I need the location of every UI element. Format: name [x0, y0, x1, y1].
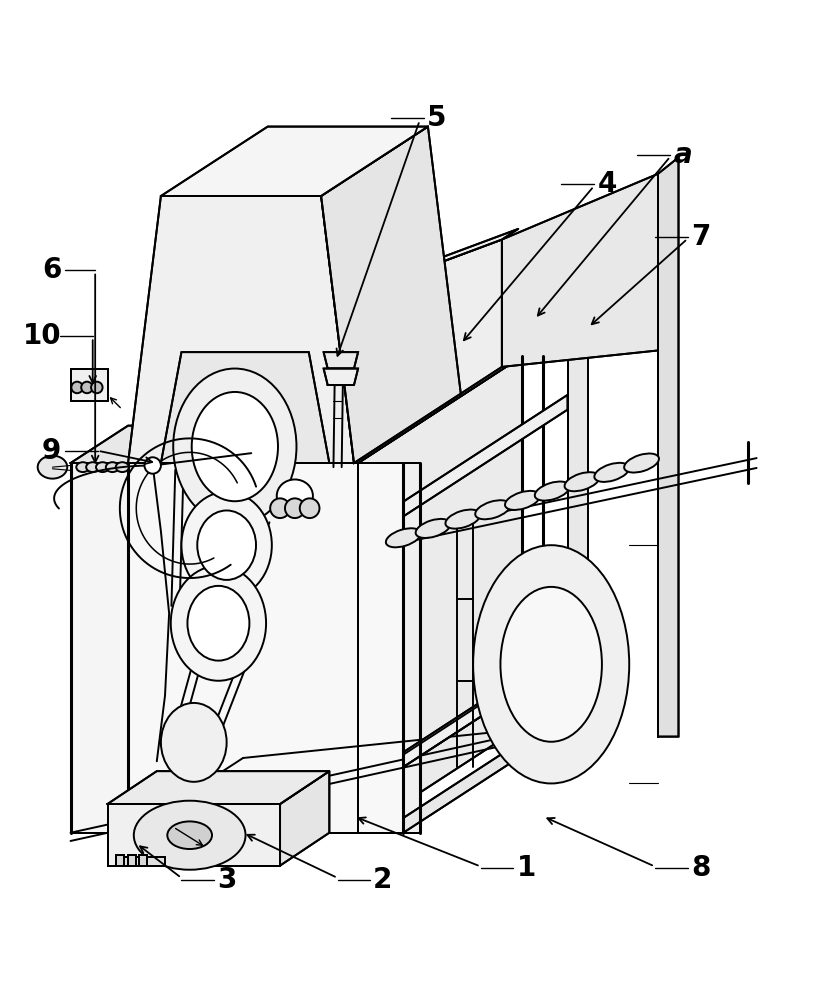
Polygon shape: [139, 855, 147, 866]
Ellipse shape: [386, 528, 421, 547]
Text: 3: 3: [217, 866, 236, 894]
Polygon shape: [658, 157, 678, 737]
Ellipse shape: [475, 500, 510, 519]
Polygon shape: [354, 229, 518, 295]
Polygon shape: [128, 356, 523, 463]
Ellipse shape: [72, 382, 83, 393]
Ellipse shape: [285, 498, 305, 518]
Polygon shape: [502, 174, 658, 367]
Ellipse shape: [145, 457, 161, 474]
Ellipse shape: [270, 498, 290, 518]
Polygon shape: [280, 771, 329, 866]
Polygon shape: [358, 356, 523, 833]
Ellipse shape: [167, 821, 212, 849]
Ellipse shape: [416, 519, 450, 538]
Ellipse shape: [277, 479, 313, 512]
Text: 8: 8: [691, 854, 710, 882]
Polygon shape: [403, 463, 420, 833]
Polygon shape: [354, 240, 502, 463]
Ellipse shape: [106, 462, 119, 472]
Ellipse shape: [38, 456, 67, 479]
Text: 10: 10: [22, 322, 61, 350]
Polygon shape: [161, 127, 428, 196]
Ellipse shape: [96, 462, 109, 472]
Ellipse shape: [188, 586, 249, 661]
Ellipse shape: [77, 462, 90, 472]
Ellipse shape: [594, 463, 630, 482]
Polygon shape: [323, 369, 358, 385]
Text: 2: 2: [373, 866, 393, 894]
Ellipse shape: [565, 472, 599, 491]
Ellipse shape: [170, 566, 266, 681]
Polygon shape: [71, 463, 128, 833]
Text: 7: 7: [691, 223, 710, 251]
Ellipse shape: [81, 382, 93, 393]
Ellipse shape: [161, 703, 226, 782]
Ellipse shape: [91, 382, 103, 393]
Ellipse shape: [500, 587, 602, 742]
Polygon shape: [403, 645, 568, 767]
Polygon shape: [321, 127, 461, 463]
Polygon shape: [323, 352, 358, 369]
Polygon shape: [128, 196, 354, 463]
Polygon shape: [71, 369, 108, 401]
Polygon shape: [71, 426, 185, 463]
Ellipse shape: [134, 801, 245, 870]
Text: 4: 4: [597, 170, 616, 198]
Polygon shape: [161, 352, 329, 463]
Text: 6: 6: [42, 256, 62, 284]
Polygon shape: [116, 855, 124, 866]
Polygon shape: [128, 463, 358, 833]
Text: a: a: [673, 141, 692, 169]
Polygon shape: [128, 855, 137, 866]
Ellipse shape: [192, 392, 278, 501]
Ellipse shape: [86, 462, 100, 472]
Polygon shape: [108, 771, 329, 804]
Polygon shape: [403, 395, 568, 516]
Polygon shape: [358, 463, 403, 833]
Ellipse shape: [300, 498, 319, 518]
Ellipse shape: [116, 462, 129, 472]
Ellipse shape: [535, 482, 570, 501]
Text: 9: 9: [42, 437, 61, 465]
Text: 5: 5: [426, 104, 446, 132]
Ellipse shape: [181, 492, 272, 599]
Polygon shape: [403, 711, 568, 833]
Text: 1: 1: [517, 854, 536, 882]
Ellipse shape: [624, 454, 659, 473]
Ellipse shape: [173, 369, 296, 525]
Polygon shape: [108, 804, 280, 866]
Ellipse shape: [505, 491, 540, 510]
Ellipse shape: [445, 510, 481, 529]
Ellipse shape: [198, 510, 256, 580]
Ellipse shape: [473, 545, 630, 783]
Polygon shape: [120, 857, 165, 866]
Polygon shape: [568, 356, 588, 726]
